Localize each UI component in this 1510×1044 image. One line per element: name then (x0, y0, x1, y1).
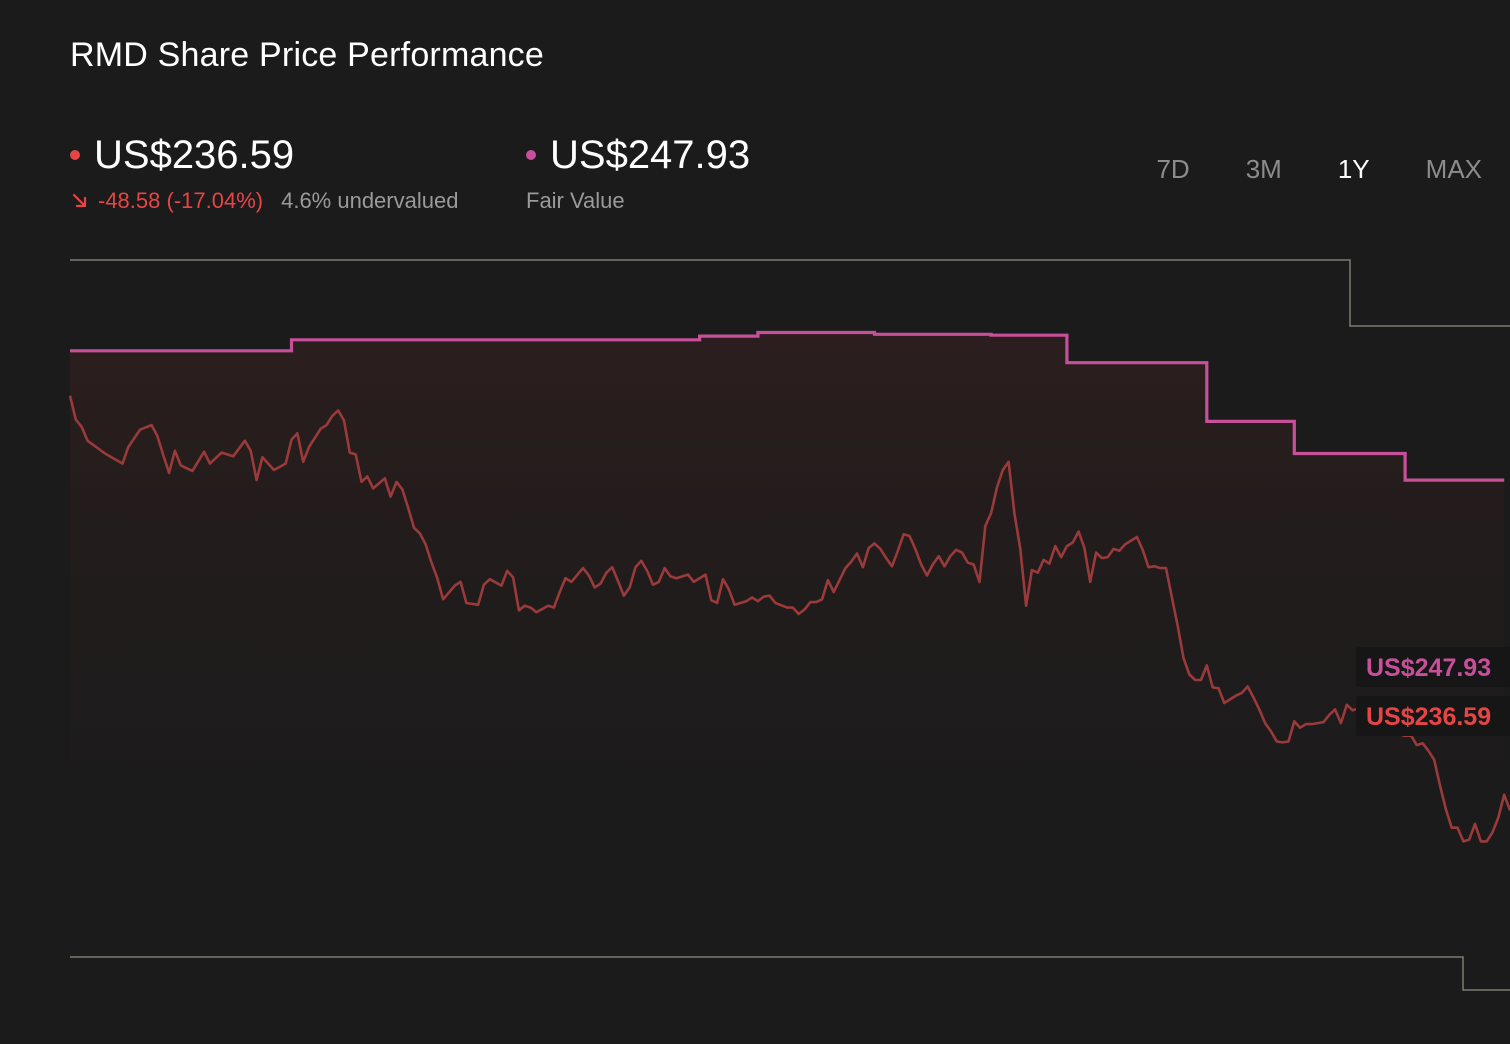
share-price-end-label-bg (1356, 696, 1510, 736)
fair-value-label: Fair Value (526, 188, 625, 213)
price-dot-icon (70, 150, 80, 160)
range-tab-max[interactable]: MAX (1425, 154, 1482, 184)
fair-value-line (70, 330, 1505, 482)
range-high-line (70, 259, 1510, 327)
price-change-value: -48.58 (-17.04%) (98, 188, 264, 213)
share-price-summary: US$236.59 -48.58 (-17.04%) 4.6% underval… (70, 130, 458, 214)
range-tab-3m[interactable]: 3M (1245, 154, 1282, 184)
time-range-selector: 7D 3M 1Y MAX (1100, 154, 1482, 185)
share-price-line (68, 395, 1510, 843)
page-title: RMD Share Price Performance (70, 36, 544, 74)
fair-value-dot-icon (526, 150, 536, 160)
price-change: -48.58 (-17.04%) (70, 188, 263, 214)
fair-value-area (70, 332, 1505, 957)
fair-value-summary: US$247.93 Fair Value (526, 130, 750, 214)
valuation-status: 4.6% undervalued (281, 188, 459, 213)
fair-value-end-label-bg (1356, 647, 1510, 687)
share-price-value: US$236.59 (94, 132, 295, 177)
range-low-line (70, 956, 1510, 991)
arrow-down-right-icon (72, 193, 87, 208)
range-tab-1y[interactable]: 1Y (1337, 154, 1370, 184)
fair-value-end-label: US$247.93 (1366, 654, 1491, 682)
share-price-end-label: US$236.59 (1366, 703, 1491, 731)
range-tab-7d[interactable]: 7D (1156, 154, 1190, 184)
fair-value-value: US$247.93 (550, 132, 751, 177)
